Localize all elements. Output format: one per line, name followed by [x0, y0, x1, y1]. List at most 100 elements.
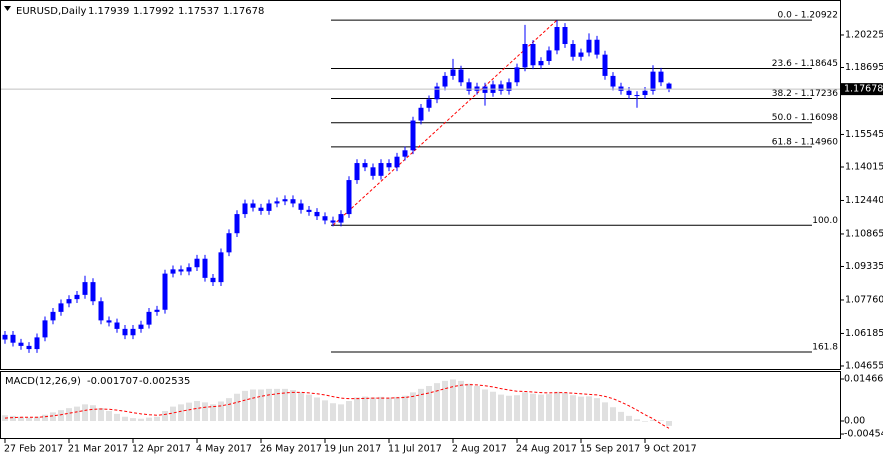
fib-label: 100.0 — [812, 216, 838, 226]
x-tick-label: 11 Jul 2017 — [388, 444, 442, 455]
quote-high: 1.17992 — [133, 6, 174, 17]
candle-body — [122, 328, 128, 336]
y-tick-label: 1.15545 — [845, 129, 883, 140]
candle-body — [602, 54, 608, 76]
candle-body — [234, 214, 240, 234]
x-tick-label: 12 Apr 2017 — [132, 444, 191, 455]
x-tick-label: 15 Sep 2017 — [580, 444, 640, 455]
y-tick-label: 1.14015 — [845, 161, 883, 172]
quote-low: 1.17537 — [178, 6, 219, 17]
candle-body — [50, 311, 56, 321]
y-tick-label: 1.10865 — [845, 228, 883, 239]
y-tick-label: 1.20225 — [845, 29, 883, 40]
x-tick-label: 4 May 2017 — [196, 444, 252, 455]
quote-open: 1.17939 — [88, 6, 129, 17]
candle-body — [538, 61, 544, 66]
candle-body — [250, 203, 256, 208]
candle-body — [450, 69, 456, 76]
candle-body — [298, 203, 304, 210]
menu-triangle[interactable] — [4, 6, 11, 11]
candle-body — [562, 26, 568, 45]
candle-body — [314, 211, 320, 217]
fib-label: 38.2 - 1.17236 — [772, 89, 838, 99]
x-tick-label: 19 Jun 2017 — [324, 444, 381, 455]
candle-body — [218, 252, 224, 283]
candle-body — [98, 301, 104, 321]
candle-body — [666, 83, 672, 90]
fib-trend-line — [332, 19, 558, 226]
macd-y-tick-label: -0.004545 — [844, 429, 883, 440]
candle-body — [554, 26, 560, 51]
fib-label: 61.8 - 1.14960 — [772, 137, 838, 147]
current-price-box — [841, 83, 883, 96]
candle-body — [498, 84, 504, 91]
candle-body — [186, 267, 192, 272]
candle-body — [362, 163, 368, 168]
candle-body — [210, 277, 216, 283]
y-tick-label: 1.07760 — [845, 294, 883, 305]
candle-body — [146, 311, 152, 325]
candle-body — [434, 86, 440, 100]
candle-body — [58, 303, 64, 312]
candle-body — [650, 71, 656, 91]
fib-label: 161.8 — [812, 343, 838, 353]
x-tick-label: 9 Oct 2017 — [644, 444, 697, 455]
x-tick-label: 27 Feb 2017 — [4, 444, 63, 455]
candle-body — [162, 273, 168, 310]
candle-body — [394, 156, 400, 168]
fib-label: 0.0 - 1.20922 — [778, 11, 839, 21]
candle-body — [426, 99, 432, 108]
candle-body — [26, 345, 32, 350]
main-frame — [0, 0, 841, 370]
candle-body — [346, 180, 352, 215]
y-tick-label: 1.18695 — [845, 62, 883, 73]
candle-body — [378, 163, 384, 176]
y-tick-label: 1.04655 — [845, 360, 883, 371]
candle-body — [282, 199, 288, 202]
candle-body — [82, 282, 88, 295]
current-price-label: 1.17678 — [844, 84, 883, 95]
candle-body — [442, 75, 448, 87]
candle-body — [202, 258, 208, 278]
candle-body — [338, 214, 344, 223]
macd-signal-value: -0.002535 — [139, 376, 190, 387]
candle-body — [514, 67, 520, 83]
candle-body — [194, 258, 200, 268]
x-tick-label: 21 Mar 2017 — [68, 444, 128, 455]
macd-value: -0.001707 — [87, 376, 138, 387]
candle-body — [138, 324, 144, 329]
fib-label: 23.6 - 1.18645 — [772, 59, 838, 69]
macd-title: MACD(12,26,9) — [5, 376, 81, 387]
candle-body — [634, 95, 640, 97]
candle-body — [370, 167, 376, 176]
candle-body — [322, 216, 328, 221]
candle-body — [130, 328, 136, 336]
candle-body — [154, 309, 160, 312]
candle-body — [170, 269, 176, 274]
candle-body — [266, 203, 272, 211]
x-tick-label: 26 May 2017 — [260, 444, 322, 455]
candle-body — [402, 150, 408, 157]
candle-body — [306, 209, 312, 212]
x-tick-label: 24 Aug 2017 — [516, 444, 577, 455]
candle-body — [290, 199, 296, 204]
candle-body — [330, 220, 336, 223]
candle-body — [482, 86, 488, 93]
candle-body — [506, 82, 512, 91]
candle-body — [90, 282, 96, 302]
candle-body — [522, 44, 528, 68]
x-tick-label: 2 Aug 2017 — [452, 444, 507, 455]
candle-body — [226, 233, 232, 253]
candle-body — [578, 52, 584, 57]
symbol: EURUSD,Daily — [16, 6, 87, 17]
candle-body — [570, 44, 576, 57]
candle-body — [106, 320, 112, 323]
candle-body — [34, 337, 40, 350]
macd-y-tick-label: 0.00 — [844, 416, 865, 427]
candle-body — [178, 269, 184, 272]
quote-close: 1.17678 — [223, 6, 264, 17]
candle-body — [594, 39, 600, 55]
candle-body — [658, 71, 664, 83]
candle-body — [66, 299, 72, 304]
